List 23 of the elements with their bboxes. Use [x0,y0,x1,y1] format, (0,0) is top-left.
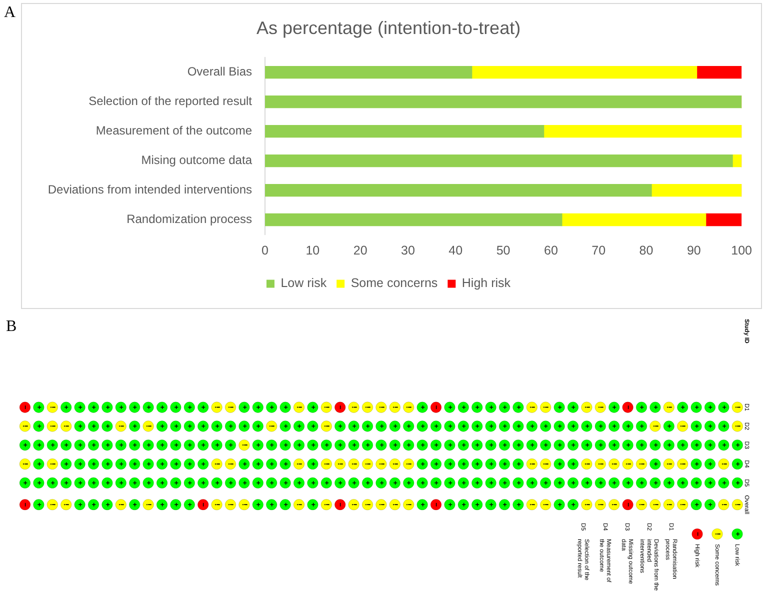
x-tick-label: 90 [686,243,701,258]
legend-label: Some concerns [350,276,438,290]
x-tick-label: 30 [401,243,415,258]
x-tick-label: 50 [496,243,510,258]
x-tick-label: 10 [306,243,320,258]
y-tick-label: Deviations from intended interventions [48,182,252,197]
x-tick-label: 20 [353,243,368,258]
y-tick-label: Selection of the reported result [88,94,253,108]
y-tick-label: Measurement of the outcome [96,124,252,138]
y-tick-label: Mising outcome data [141,153,252,168]
x-tick-label: 60 [544,243,558,258]
text: B [6,318,17,335]
text: A [4,4,16,21]
x-tick-label: 0 [262,243,269,258]
x-tick-label: 80 [639,243,654,258]
legend-label: High risk [462,276,512,290]
chart-title: As percentage (intention-to-treat) [256,18,521,38]
y-tick-label: Overall Bias [187,64,252,79]
legend-label: Low risk [280,276,328,290]
y-tick-label: Randomization process [126,212,252,226]
x-tick-label: 70 [592,243,606,258]
x-tick-label: 40 [448,243,463,258]
x-tick-label: 100 [731,243,752,258]
